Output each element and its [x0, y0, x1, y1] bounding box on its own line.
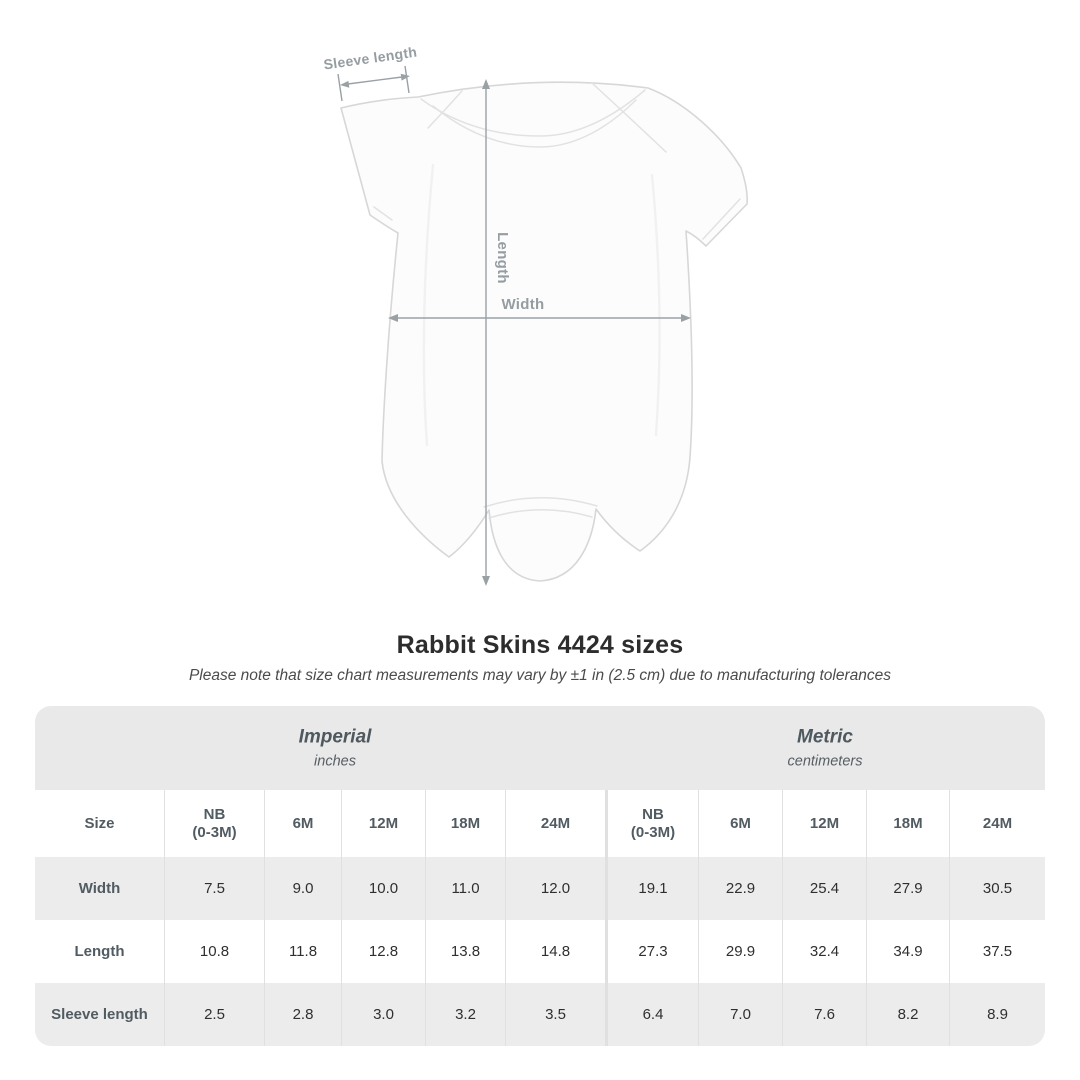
value-cell: 11.0: [425, 857, 505, 920]
width-row-label: Width: [78, 880, 121, 897]
value-cell: 8.9: [949, 983, 1045, 1046]
value-cell: 22.9: [698, 857, 782, 920]
value-cell: 10.8: [164, 920, 264, 983]
metric-header: Metric centimeters: [605, 727, 1045, 770]
length-row-label: Length: [74, 943, 125, 960]
value-cell: 19.1: [605, 857, 698, 920]
size-col-metric-nb: NB (0-3M): [605, 790, 698, 857]
value-cell: 2.5: [164, 983, 264, 1046]
imperial-unit-sub: inches: [314, 753, 356, 770]
value-cell: 2.8: [264, 983, 341, 1046]
width-row: Width 7.5 9.0 10.0 11.0 12.0 19.1 22.9 2…: [35, 857, 1045, 920]
length-arrowhead-bottom: [482, 576, 490, 586]
sleeve-length-row: Sleeve length 2.5 2.8 3.0 3.2 3.5 6.4 7.…: [35, 983, 1045, 1046]
imperial-label: Imperial: [298, 726, 372, 748]
crotch-flap-seam-inner: [488, 509, 593, 519]
size-chart-table: Imperial inches Metric centimeters Size …: [35, 706, 1045, 1046]
size-col-metric-24m: 24M: [949, 790, 1045, 857]
value-cell: 12.0: [505, 857, 605, 920]
value-cell: 7.0: [698, 983, 782, 1046]
size-header-row: Size NB (0-3M) 6M 12M 18M 24M NB (0-3M) …: [35, 790, 1045, 857]
page-title: Rabbit Skins 4424 sizes: [396, 631, 684, 659]
right-cuff-seam: [702, 198, 741, 240]
onesie-body-outline: [340, 81, 748, 582]
value-cell: 29.9: [698, 920, 782, 983]
value-cell: 8.2: [866, 983, 949, 1046]
neckline-band-outer: [420, 89, 646, 137]
right-envelope-crease: [591, 82, 667, 153]
title-block: Rabbit Skins 4424 sizes Please note that…: [0, 631, 1080, 685]
left-fabric-fold: [422, 163, 435, 447]
sleeve-row-label: Sleeve length: [51, 1006, 148, 1023]
width-label: Width: [501, 296, 544, 313]
sleeve-arrowhead-right: [400, 73, 410, 81]
value-cell: 7.5: [164, 857, 264, 920]
value-cell: 25.4: [782, 857, 866, 920]
left-cuff-seam: [373, 206, 393, 221]
value-cell: 30.5: [949, 857, 1045, 920]
size-col-imperial-24m: 24M: [505, 790, 605, 857]
value-cell: 10.0: [341, 857, 425, 920]
length-arrowhead-top: [482, 79, 490, 89]
imperial-header: Imperial inches: [35, 727, 635, 770]
neckline-band-inner: [432, 99, 637, 148]
size-col-metric-12m: 12M: [782, 790, 866, 857]
size-col-imperial-12m: 12M: [341, 790, 425, 857]
value-cell: 13.8: [425, 920, 505, 983]
left-envelope-crease: [427, 90, 463, 129]
value-cell: 9.0: [264, 857, 341, 920]
size-col-imperial-nb: NB (0-3M): [164, 790, 264, 857]
sleeve-arrowhead-left: [340, 80, 350, 88]
value-cell: 34.9: [866, 920, 949, 983]
size-col-metric-18m: 18M: [866, 790, 949, 857]
size-col-metric-6m: 6M: [698, 790, 782, 857]
metric-unit-sub: centimeters: [787, 753, 863, 770]
value-cell: 7.6: [782, 983, 866, 1046]
width-arrowhead-right: [681, 314, 691, 322]
value-cell: 3.0: [341, 983, 425, 1046]
sleeve-arrow-line: [343, 75, 407, 86]
unit-header-row: Imperial inches Metric centimeters: [35, 706, 1045, 790]
sleeve-length-label: Sleeve length: [323, 44, 418, 73]
length-label: Length: [494, 232, 511, 284]
length-row: Length 10.8 11.8 12.8 13.8 14.8 27.3 29.…: [35, 920, 1045, 983]
value-cell: 3.2: [425, 983, 505, 1046]
tolerance-note: Please note that size chart measurements…: [188, 667, 892, 684]
size-header-label: Size: [84, 815, 115, 832]
right-fabric-fold: [650, 173, 661, 437]
size-col-imperial-6m: 6M: [264, 790, 341, 857]
value-cell: 3.5: [505, 983, 605, 1046]
onesie-diagram: Sleeve length Length Width: [323, 44, 748, 586]
metric-label: Metric: [797, 726, 853, 748]
onesie-illustration: [340, 81, 748, 582]
value-cell: 12.8: [341, 920, 425, 983]
width-arrowhead-left: [388, 314, 398, 322]
value-cell: 6.4: [605, 983, 698, 1046]
sleeve-end-tick-right: [404, 65, 410, 94]
value-cell: 32.4: [782, 920, 866, 983]
value-cell: 14.8: [505, 920, 605, 983]
value-cell: 27.9: [866, 857, 949, 920]
size-col-imperial-18m: 18M: [425, 790, 505, 857]
crotch-flap-seam-outer: [483, 497, 598, 508]
value-cell: 37.5: [949, 920, 1045, 983]
value-cell: 27.3: [605, 920, 698, 983]
value-cell: 11.8: [264, 920, 341, 983]
sleeve-end-tick-left: [337, 73, 343, 102]
